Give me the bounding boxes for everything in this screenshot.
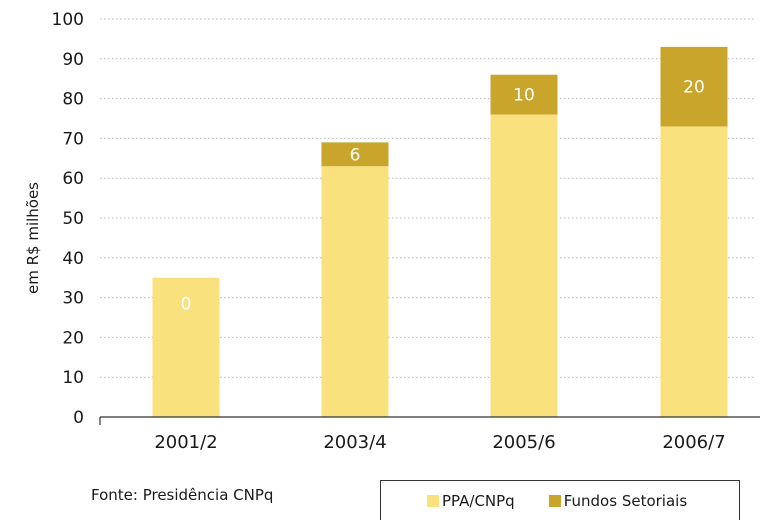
y-tick-label-50: 50 [62,209,84,229]
legend-swatch-fundos-setoriais [548,494,561,507]
x-tick-label-2003-4: 2003/4 [323,432,386,453]
data-label-2005-6: 10 [513,86,535,106]
y-tick-label-90: 90 [62,50,84,70]
y-tick-label-80: 80 [62,90,84,110]
bar-ppa-cnpq-2005-6 [490,114,558,418]
y-tick-label-30: 30 [62,289,84,309]
y-tick-label-60: 60 [62,169,84,189]
chart-legend: PPA/CNPq Fundos Setoriais [380,480,740,520]
bar-ppa-cnpq-2006-7 [660,126,728,418]
y-tick-label-0: 0 [73,408,84,428]
x-tick-label-2005-6: 2005/6 [492,432,555,453]
legend-label-ppa-cnpq: PPA/CNPq [442,491,515,510]
bar-fundos-setoriais-2005-6 [490,74,558,115]
stacked-bar-chart: 0 10 20 30 40 50 60 70 80 90 100 em R$ milhões 0 2001… [24,10,760,453]
legend-label-fundos-setoriais: Fundos Setoriais [563,491,688,510]
data-label-2006-7: 20 [683,78,705,98]
source-note: Fonte: Presidência CNPq [91,486,274,504]
y-tick-label-20: 20 [62,328,84,348]
y-axis-label: em R$ milhões [24,182,42,294]
y-tick-label-40: 40 [62,249,84,269]
y-tick-label-10: 10 [62,368,84,388]
bar-ppa-cnpq-2001-2 [152,277,220,417]
bar-fundos-setoriais-2006-7 [660,46,728,127]
legend-item-fundos-setoriais: Fundos Setoriais [548,491,688,510]
bar-ppa-cnpq-2003-4 [321,166,389,417]
legend-item-ppa-cnpq: PPA/CNPq [427,492,515,510]
data-label-2001-2: 0 [181,295,192,315]
y-tick-label-70: 70 [62,129,84,149]
x-tick-label-2006-7: 2006/7 [662,432,725,453]
x-tick-label-2001-2: 2001/2 [154,432,217,453]
legend-swatch-ppa-cnpq [427,494,439,507]
y-tick-label-100: 100 [52,10,84,30]
data-label-2003-4: 6 [350,145,361,165]
bar-fundos-setoriais-2003-4 [321,142,389,167]
